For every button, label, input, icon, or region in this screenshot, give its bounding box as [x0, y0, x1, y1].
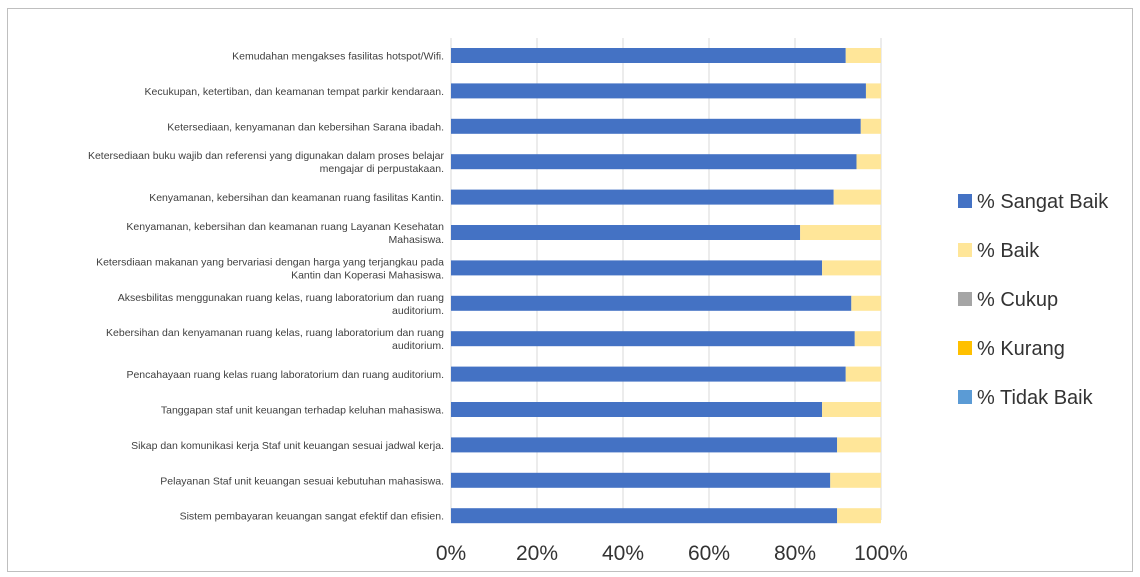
x-tick-label: 40%: [602, 542, 644, 565]
category-label: Kenyamanan, kebersihan dan keamanan ruan…: [126, 221, 444, 246]
category-label: Pelayanan Staf unit keuangan sesuai kebu…: [160, 475, 444, 487]
bar-segment: [451, 295, 852, 311]
x-tick-label: 0%: [436, 542, 466, 565]
bar-segment: [451, 48, 846, 63]
bar-segment: [845, 366, 881, 382]
bar-segment: [845, 48, 881, 63]
category-label: Kenyamanan, kebersihan dan keamanan ruan…: [149, 192, 444, 204]
category-label: Ketersediaan, kenyamanan dan kebersihan …: [167, 121, 444, 133]
bar-segment: [865, 83, 881, 99]
x-tick-label: 100%: [854, 542, 908, 565]
legend-item: % Baik: [958, 240, 1040, 262]
bar-segment: [451, 437, 838, 453]
bar-segment: [860, 118, 881, 134]
category-label: Kebersihan dan kenyamanan ruang kelas, r…: [106, 327, 444, 352]
category-label: Pencahayaan ruang kelas ruang laboratori…: [126, 369, 444, 381]
category-label: Aksesbilitas menggunakan ruang kelas, ru…: [118, 292, 444, 317]
x-tick-label: 80%: [774, 542, 816, 565]
legend-swatch: [958, 341, 972, 355]
category-label: Sikap dan komunikasi kerja Staf unit keu…: [131, 440, 444, 452]
bar-segment: [451, 83, 866, 99]
bar-segment: [451, 118, 861, 134]
bar-segment: [451, 225, 801, 240]
x-tick-label: 20%: [516, 542, 558, 565]
legend-item: % Kurang: [958, 338, 1065, 360]
bar-segment: [837, 508, 881, 524]
bar-segment: [451, 472, 831, 488]
legend-swatch: [958, 292, 972, 306]
bar-segment: [451, 366, 846, 382]
bar-segment: [856, 154, 881, 170]
bar-segment: [451, 260, 823, 276]
bar-segment: [851, 295, 881, 311]
bar-segment: [854, 331, 881, 347]
category-label: Ketersdiaan makanan yang bervariasi deng…: [96, 256, 444, 281]
legend-swatch: [958, 243, 972, 257]
bar-segment: [822, 402, 881, 417]
bar-segment: [451, 189, 834, 205]
category-label: Ketersediaan buku wajib dan referensi ya…: [88, 150, 445, 175]
category-label: Sistem pembayaran keuangan sangat efekti…: [180, 511, 444, 523]
bar-segment: [837, 437, 881, 453]
legend-label: % Tidak Baik: [977, 387, 1094, 409]
category-label: Kecukupan, ketertiban, dan keamanan temp…: [145, 86, 444, 98]
category-labels: Kemudahan mengakses fasilitas hotspot/Wi…: [88, 51, 445, 523]
legend-label: % Kurang: [977, 338, 1065, 360]
bar-segment: [830, 472, 881, 488]
legend-item: % Cukup: [958, 289, 1058, 311]
x-tick-label: 60%: [688, 542, 730, 565]
legend-swatch: [958, 194, 972, 208]
category-label: Kemudahan mengakses fasilitas hotspot/Wi…: [232, 51, 444, 63]
x-axis-tick-labels: 0% 20% 40% 60% 80% 100%: [436, 542, 908, 565]
bar-segment: [822, 260, 881, 276]
bar-segment: [451, 331, 855, 347]
bar-segment: [800, 225, 881, 240]
legend-item: % Sangat Baik: [958, 191, 1109, 213]
legend-label: % Sangat Baik: [977, 191, 1109, 213]
category-label: Tanggapan staf unit keuangan terhadap ke…: [161, 405, 444, 417]
legend-swatch: [958, 390, 972, 404]
bar-segment: [451, 508, 838, 524]
legend-label: % Cukup: [977, 289, 1058, 311]
legend: % Sangat Baik % Baik % Cukup % Kurang % Tida…: [958, 191, 1109, 409]
bar-segment: [451, 402, 823, 417]
legend-item: % Tidak Baik: [958, 387, 1094, 409]
legend-label: % Baik: [977, 240, 1040, 262]
bars: [451, 48, 881, 524]
bar-segment: [833, 189, 881, 205]
bar-segment: [451, 154, 857, 170]
